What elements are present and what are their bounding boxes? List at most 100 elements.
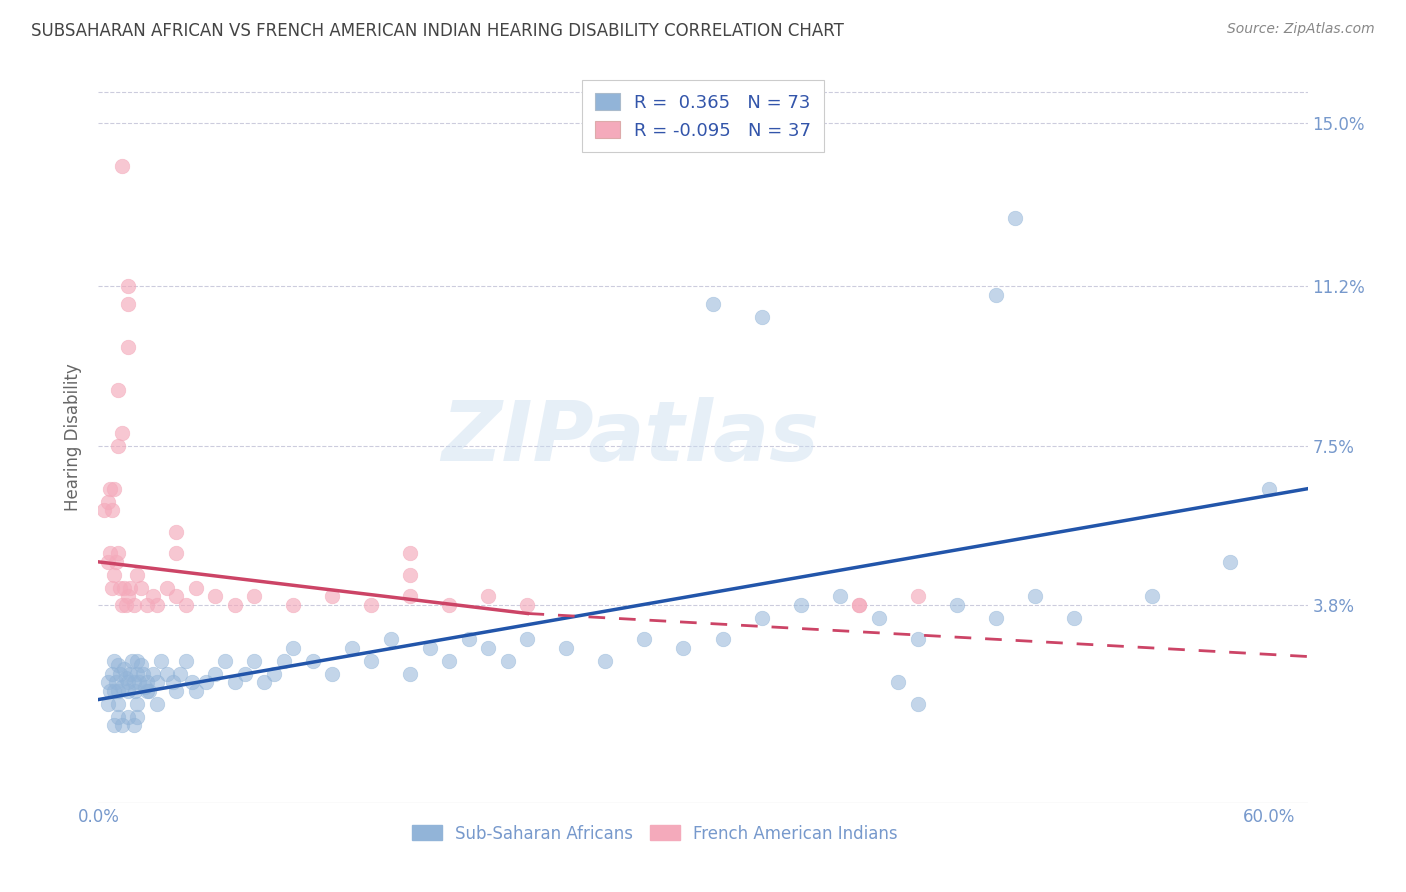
Point — [97, 697, 120, 711]
Point — [283, 598, 305, 612]
Point — [127, 697, 149, 711]
Point — [1024, 589, 1046, 603]
Point — [142, 589, 165, 603]
Point — [360, 654, 382, 668]
Point — [439, 654, 461, 668]
Point — [146, 697, 169, 711]
Point — [114, 598, 136, 612]
Point — [117, 340, 139, 354]
Point — [1219, 555, 1241, 569]
Point — [496, 654, 519, 668]
Point — [108, 666, 131, 681]
Point — [131, 658, 153, 673]
Point — [134, 680, 156, 694]
Point — [97, 494, 120, 508]
Point — [165, 524, 187, 539]
Point — [399, 589, 422, 603]
Point — [142, 666, 165, 681]
Point — [945, 598, 967, 612]
Point — [828, 589, 851, 603]
Text: Source: ZipAtlas.com: Source: ZipAtlas.com — [1227, 22, 1375, 37]
Point — [1063, 611, 1085, 625]
Point — [321, 589, 343, 603]
Point — [93, 503, 115, 517]
Point — [111, 159, 134, 173]
Point — [887, 675, 910, 690]
Point — [111, 680, 134, 694]
Point — [516, 598, 538, 612]
Point — [477, 589, 499, 603]
Point — [555, 640, 578, 655]
Point — [124, 684, 146, 698]
Point — [122, 675, 145, 690]
Point — [103, 567, 125, 582]
Point — [118, 666, 141, 681]
Point — [204, 666, 226, 681]
Point — [127, 666, 149, 681]
Point — [136, 684, 159, 698]
Text: ZIPatlas: ZIPatlas — [441, 397, 820, 477]
Point — [907, 632, 929, 647]
Point — [156, 666, 179, 681]
Point — [907, 589, 929, 603]
Point — [516, 632, 538, 647]
Point — [111, 598, 134, 612]
Point — [439, 598, 461, 612]
Point — [633, 632, 655, 647]
Point — [1004, 211, 1026, 225]
Point — [107, 658, 129, 673]
Point — [868, 611, 890, 625]
Point — [114, 671, 136, 685]
Point — [165, 546, 187, 560]
Point — [165, 684, 187, 698]
Point — [419, 640, 441, 655]
Point — [111, 425, 134, 440]
Point — [380, 632, 402, 647]
Point — [112, 662, 135, 676]
Point — [149, 654, 172, 668]
Point — [243, 654, 266, 668]
Point — [111, 718, 134, 732]
Point — [122, 718, 145, 732]
Legend: Sub-Saharan Africans, French American Indians: Sub-Saharan Africans, French American In… — [405, 818, 904, 849]
Y-axis label: Hearing Disability: Hearing Disability — [65, 363, 83, 511]
Point — [848, 598, 870, 612]
Text: SUBSAHARAN AFRICAN VS FRENCH AMERICAN INDIAN HEARING DISABILITY CORRELATION CHAR: SUBSAHARAN AFRICAN VS FRENCH AMERICAN IN… — [31, 22, 844, 40]
Point — [751, 611, 773, 625]
Point — [672, 640, 695, 655]
Point — [302, 654, 325, 668]
Point — [321, 666, 343, 681]
Point — [146, 598, 169, 612]
Point — [101, 503, 124, 517]
Point — [118, 581, 141, 595]
Point — [103, 654, 125, 668]
Point — [214, 654, 236, 668]
Point — [224, 598, 246, 612]
Point — [399, 567, 422, 582]
Point — [107, 546, 129, 560]
Point — [399, 546, 422, 560]
Point — [117, 710, 139, 724]
Point — [1140, 589, 1163, 603]
Point — [122, 598, 145, 612]
Point — [97, 555, 120, 569]
Point — [117, 675, 139, 690]
Point — [194, 675, 217, 690]
Point — [169, 666, 191, 681]
Point — [101, 666, 124, 681]
Point — [97, 675, 120, 690]
Point — [107, 439, 129, 453]
Point — [107, 383, 129, 397]
Point — [907, 697, 929, 711]
Point — [117, 279, 139, 293]
Point — [162, 675, 184, 690]
Point — [848, 598, 870, 612]
Point — [138, 684, 160, 698]
Point — [121, 654, 143, 668]
Point — [273, 654, 295, 668]
Point — [131, 581, 153, 595]
Point — [127, 654, 149, 668]
Point — [263, 666, 285, 681]
Point — [984, 288, 1007, 302]
Point — [117, 296, 139, 310]
